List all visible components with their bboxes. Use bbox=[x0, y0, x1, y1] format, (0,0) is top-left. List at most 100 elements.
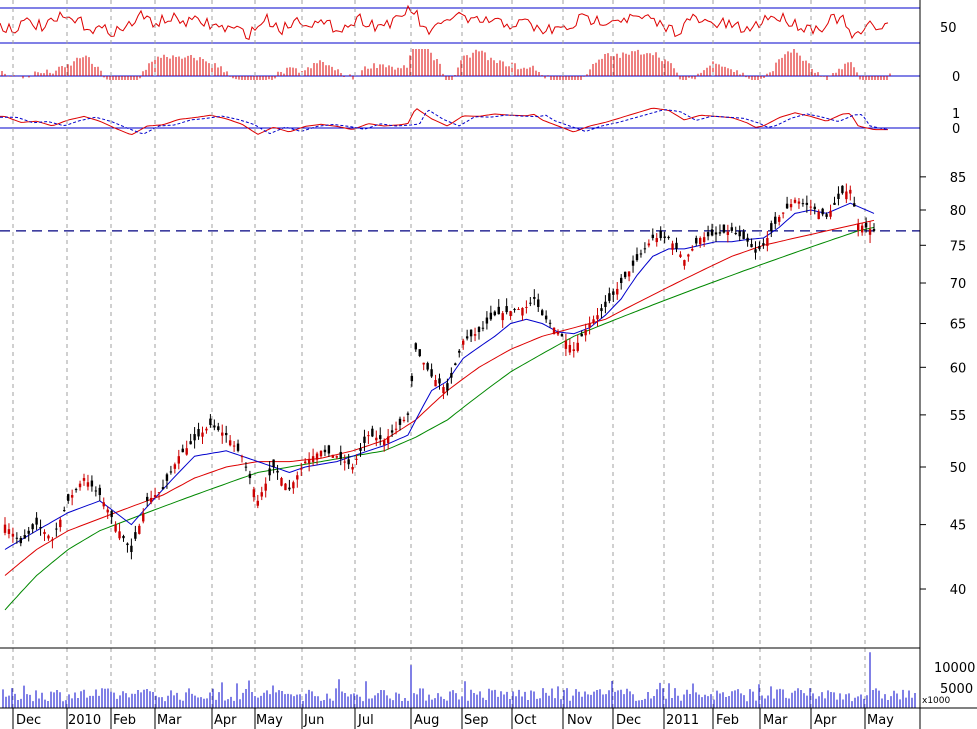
candle-body bbox=[667, 236, 670, 239]
candle-body bbox=[548, 322, 552, 324]
candle-body bbox=[149, 497, 153, 503]
candle-body bbox=[386, 436, 390, 443]
candle-body bbox=[809, 206, 812, 208]
candle-body bbox=[864, 222, 868, 228]
candle-body bbox=[311, 456, 315, 462]
candle-body bbox=[280, 478, 283, 486]
candle-body bbox=[221, 432, 224, 436]
candle-body bbox=[217, 426, 220, 431]
candle-body bbox=[774, 216, 777, 224]
candle-body bbox=[70, 495, 74, 498]
x-tick-label: Feb bbox=[716, 713, 739, 728]
macd-line bbox=[0, 107, 888, 136]
candle-body bbox=[730, 227, 733, 231]
candle-body bbox=[98, 487, 101, 496]
candle-body bbox=[102, 502, 105, 507]
candle-body bbox=[481, 327, 485, 329]
candle-body bbox=[817, 211, 820, 220]
candle-body bbox=[446, 383, 449, 391]
candle-body bbox=[130, 545, 133, 553]
price-tick-label: 70 bbox=[950, 277, 967, 292]
candle-body bbox=[659, 230, 662, 239]
candle-body bbox=[296, 475, 299, 480]
candle-body bbox=[122, 535, 125, 539]
candle-body bbox=[829, 210, 832, 217]
x-tick-label: Dec bbox=[16, 713, 41, 728]
candle-body bbox=[213, 425, 216, 428]
momentum-bars bbox=[1, 49, 891, 80]
candle-body bbox=[695, 237, 698, 244]
candle-body bbox=[580, 333, 583, 337]
candle-body bbox=[272, 459, 275, 467]
candle-body bbox=[544, 315, 548, 320]
candle-body bbox=[868, 229, 872, 235]
candle-body bbox=[564, 340, 568, 349]
candle-body bbox=[758, 246, 761, 249]
candle-body bbox=[568, 344, 572, 353]
candle-body bbox=[110, 510, 113, 518]
candle-body bbox=[11, 533, 15, 537]
candle-body bbox=[746, 237, 749, 242]
candle-body bbox=[205, 428, 208, 431]
candle-body bbox=[138, 525, 141, 534]
candle-body bbox=[331, 454, 335, 458]
price-tick-label: 60 bbox=[950, 361, 967, 376]
x-tick-label: Sep bbox=[464, 713, 489, 728]
candle-body bbox=[781, 212, 785, 214]
candle-body bbox=[228, 440, 232, 446]
candle-body bbox=[872, 228, 876, 231]
candle-body bbox=[3, 524, 7, 533]
candle-body bbox=[59, 519, 62, 528]
candle-body bbox=[256, 500, 259, 506]
x-tick-label: 2011 bbox=[666, 713, 699, 728]
candle-body bbox=[355, 458, 358, 460]
candle-body bbox=[78, 483, 82, 488]
candle-body bbox=[616, 288, 619, 295]
candle-body bbox=[497, 306, 500, 315]
candle-body bbox=[161, 487, 165, 490]
candle-body bbox=[797, 201, 801, 204]
candle-body bbox=[805, 202, 809, 205]
green-moving-average bbox=[4, 226, 875, 611]
candle-body bbox=[623, 271, 627, 278]
macd-panel: 1 0 bbox=[0, 107, 960, 137]
macd-tick-label: 0 bbox=[952, 122, 960, 137]
candle-body bbox=[477, 327, 481, 333]
candle-body bbox=[592, 319, 595, 323]
candle-body bbox=[714, 232, 718, 235]
macd-tick-label: 1 bbox=[952, 107, 960, 122]
x-tick-label: Mar bbox=[157, 713, 182, 728]
candle-body bbox=[663, 236, 666, 239]
candle-body bbox=[552, 327, 556, 334]
candle-body bbox=[458, 350, 461, 353]
candle-body bbox=[860, 225, 864, 233]
candle-body bbox=[627, 271, 631, 277]
candle-body bbox=[284, 483, 287, 491]
candle-body bbox=[244, 466, 248, 468]
candle-body bbox=[612, 291, 615, 295]
candle-body bbox=[465, 336, 469, 339]
candle-body bbox=[576, 342, 579, 351]
candle-body bbox=[410, 375, 414, 382]
candle-body bbox=[74, 489, 78, 491]
price-tick-label: 40 bbox=[950, 583, 967, 598]
candle-body bbox=[853, 203, 856, 207]
candle-body bbox=[473, 334, 477, 336]
candle-body bbox=[442, 387, 445, 394]
candle-body bbox=[710, 229, 714, 236]
volume-bars bbox=[2, 652, 916, 708]
candle-body bbox=[126, 543, 129, 546]
candle-body bbox=[683, 260, 686, 266]
candle-body bbox=[501, 313, 504, 321]
momentum-panel: 0 bbox=[0, 49, 960, 85]
candle-body bbox=[7, 529, 11, 534]
candle-body bbox=[347, 459, 350, 465]
red-moving-average bbox=[4, 219, 875, 576]
candle-body bbox=[778, 216, 781, 222]
candle-body bbox=[363, 436, 366, 443]
candle-body bbox=[236, 443, 240, 451]
candle-body bbox=[406, 413, 410, 415]
candle-body bbox=[114, 524, 117, 532]
candle-body bbox=[240, 456, 244, 458]
